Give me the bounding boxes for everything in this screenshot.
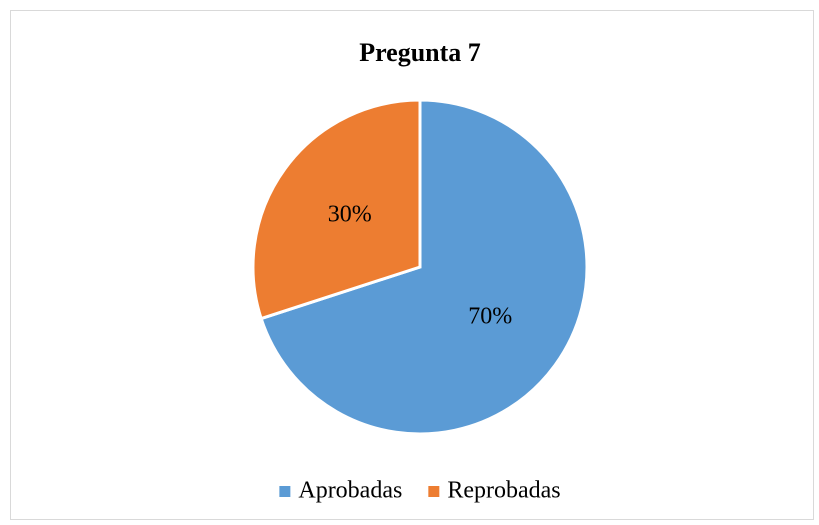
- legend-label: Aprobadas: [298, 478, 402, 504]
- pie-slice: [251, 98, 422, 321]
- chart-title: Pregunta 7: [359, 38, 481, 67]
- data-label: 30%: [328, 201, 372, 227]
- data-label: 70%: [468, 304, 512, 330]
- legend-swatch: [428, 486, 440, 497]
- legend-swatch: [279, 486, 291, 497]
- pie-slice: [259, 98, 589, 436]
- legend-label: Reprobadas: [447, 478, 560, 504]
